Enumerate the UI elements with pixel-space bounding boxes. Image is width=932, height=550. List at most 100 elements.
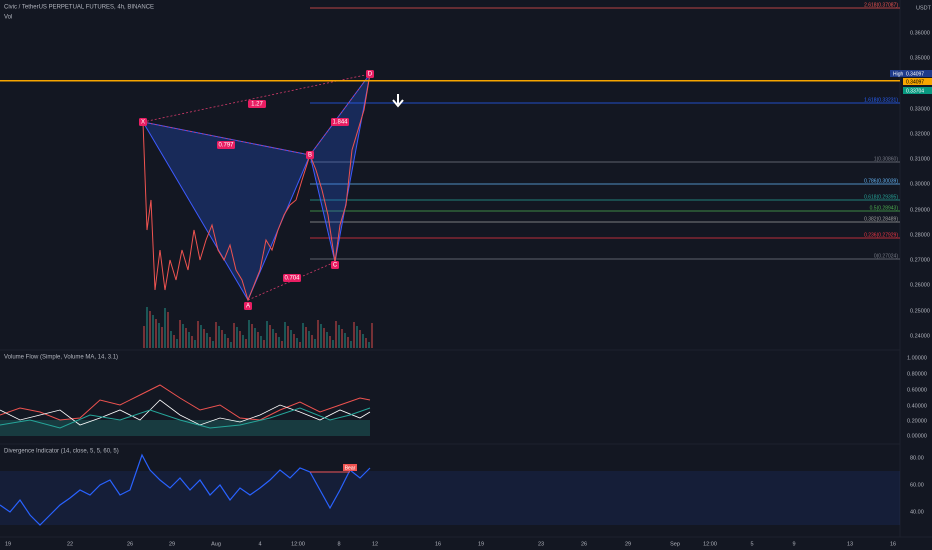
divergence-band	[0, 471, 900, 525]
time-label: 16	[890, 541, 896, 547]
point-tag	[366, 70, 374, 78]
volume-bar	[254, 328, 256, 348]
vf-line-white	[0, 399, 371, 426]
volume-bar	[272, 329, 274, 348]
time-label: Aug	[211, 541, 221, 547]
volume-bar	[260, 336, 262, 348]
currency: USDT	[916, 5, 932, 11]
volume-bar	[317, 320, 319, 348]
volume-bar	[323, 328, 325, 348]
volume-bar	[242, 335, 244, 348]
volume-bar	[293, 334, 295, 348]
fib-label: 1.618(0.33231)	[864, 97, 898, 103]
point-tag	[139, 118, 147, 126]
fib-label: 0.618(0.29395)	[864, 194, 898, 200]
ratio-label: 1.844	[332, 120, 348, 126]
volume-bar	[200, 325, 202, 348]
time-label: 29	[625, 541, 631, 547]
price-label: 0.36000	[910, 30, 930, 36]
time-label: 8	[337, 541, 340, 547]
volume-bar	[194, 340, 196, 348]
price-label: 0.30000	[910, 181, 930, 187]
volume-bar	[302, 323, 304, 348]
volume-bar	[284, 322, 286, 348]
volume-bar	[320, 324, 322, 348]
volume-bar	[146, 307, 148, 348]
volume-bar	[224, 334, 226, 348]
volume-bar	[332, 340, 334, 348]
divergence-axis: 80.00 60.00 40.00	[910, 455, 924, 515]
volume-bar	[266, 321, 268, 348]
current-price-value: 0.33704	[906, 88, 924, 94]
volume-bar	[329, 336, 331, 348]
ratio-label: 0.797	[218, 143, 234, 149]
time-label: 4	[258, 541, 261, 547]
pattern-ratios-lines	[142, 73, 371, 301]
volume-bar	[179, 320, 181, 348]
vf-axis-label: 0.20000	[907, 418, 927, 424]
time-label: 5	[750, 541, 753, 547]
volume-bar	[206, 333, 208, 348]
time-label: 12	[372, 541, 378, 547]
point-label: A	[246, 304, 250, 310]
volume-bar	[314, 339, 316, 348]
pattern-labels: X A B C D 1.27 0.797 1.844 0.704	[139, 70, 374, 310]
volume-bar	[350, 341, 352, 348]
symbol-title: Civic / TetherUS PERPETUAL FUTURES, 4h, …	[4, 5, 154, 11]
volume-bar	[245, 339, 247, 348]
point-label: B	[308, 153, 312, 159]
vf-area	[0, 420, 370, 436]
time-label: 19	[478, 541, 484, 547]
div-axis-label: 40.00	[910, 509, 924, 515]
price-label: 0.28000	[910, 232, 930, 238]
high-tag-value: 0.34097	[906, 71, 924, 77]
volume-flow-title: Volume Flow (Simple, Volume MA, 14, 3.1)	[4, 355, 118, 361]
current-price-tag	[903, 87, 932, 94]
volume-bar	[164, 308, 166, 348]
down-arrow	[392, 94, 404, 108]
volume-bar	[161, 327, 163, 348]
time-label: 26	[127, 541, 133, 547]
fib-label: 0.382(0.28489)	[864, 216, 898, 222]
high-tag	[890, 70, 932, 77]
volume-bar	[296, 338, 298, 348]
point-tag	[306, 151, 314, 159]
price-label: 0.35000	[910, 55, 930, 61]
volume-bar	[212, 341, 214, 348]
time-label: 23	[538, 541, 544, 547]
bcd-triangle	[309, 73, 371, 263]
volume-bar	[239, 331, 241, 348]
volume-bar	[299, 342, 301, 348]
fib-label: 2.618(0.37087)	[864, 2, 898, 8]
volume-bar	[356, 326, 358, 348]
bear-label: Bear	[345, 465, 356, 471]
volume-bar	[359, 330, 361, 348]
ratio-tag	[248, 100, 266, 108]
volume-bar	[218, 326, 220, 348]
fib-label: 1(0.30860)	[874, 156, 899, 162]
vf-line-red	[0, 384, 371, 421]
price-label: 0.29000	[910, 207, 930, 213]
time-label: 22	[67, 541, 73, 547]
volume-bar	[281, 341, 283, 348]
high-price-tag	[903, 78, 932, 85]
price-label: 0.25000	[910, 308, 930, 314]
point-label: D	[368, 72, 373, 78]
volume-bar	[326, 332, 328, 348]
time-label: 16	[435, 541, 441, 547]
volume-bar	[305, 327, 307, 348]
bear-tag	[343, 464, 357, 471]
volume-bar	[362, 334, 364, 348]
volume-bar	[347, 337, 349, 348]
volume-bar	[311, 335, 313, 348]
volume-bar	[197, 321, 199, 348]
vf-axis-label: 0.60000	[907, 387, 927, 393]
time-label: 19	[5, 541, 11, 547]
time-label: Sep	[670, 541, 680, 547]
high-price-value: 0.34097	[906, 79, 924, 85]
time-label: 12:00	[291, 541, 305, 547]
volume-bar	[173, 335, 175, 348]
price-label: 0.26000	[910, 282, 930, 288]
point-tag	[244, 302, 252, 310]
